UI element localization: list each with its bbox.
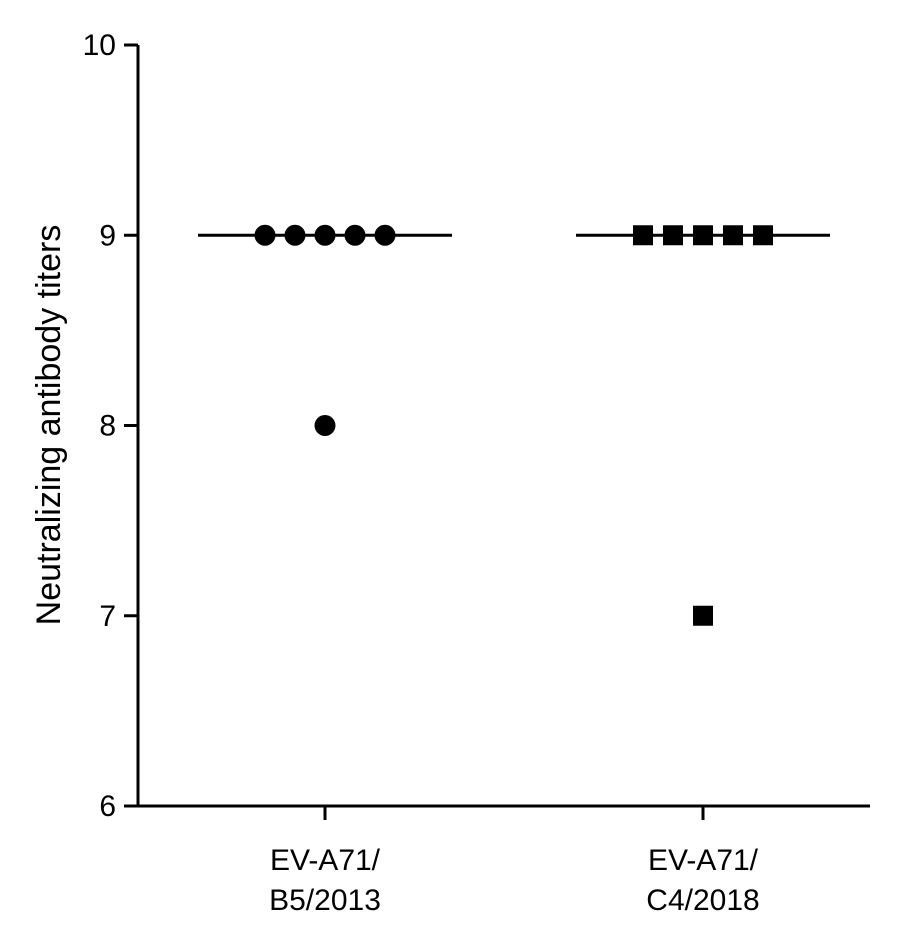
data-point-circle [284, 224, 306, 246]
y-ticks: 6 7 8 9 10 [83, 29, 138, 823]
y-tick-label: 8 [99, 410, 116, 443]
data-point-square [753, 225, 773, 246]
axes [136, 45, 870, 808]
y-tick-label: 9 [99, 219, 116, 252]
y-tick-label: 7 [99, 600, 116, 633]
data-point-circle [254, 224, 276, 246]
data-point-circle [314, 224, 336, 246]
x-category-label: B5/2013 [269, 884, 381, 917]
x-category-label: C4/2018 [646, 884, 759, 917]
data-point-circle [314, 415, 336, 436]
data-point-circle [344, 224, 366, 246]
y-axis-title: Neutralizing antibody titers [30, 225, 68, 626]
y-tick-label: 6 [99, 790, 116, 823]
y-tick-label: 10 [83, 29, 116, 62]
data-point-square [693, 605, 713, 626]
data-point-square [663, 225, 683, 246]
x-category-label: EV-A71/ [270, 844, 381, 877]
data-point-square [723, 225, 743, 246]
data-point-square [633, 225, 653, 246]
data-points [254, 224, 773, 626]
data-point-circle [374, 224, 396, 246]
data-point-square [693, 225, 713, 246]
x-category-label: EV-A71/ [648, 844, 759, 877]
x-category-labels: EV-A71/B5/2013 EV-A71/C4/2018 [269, 806, 760, 917]
